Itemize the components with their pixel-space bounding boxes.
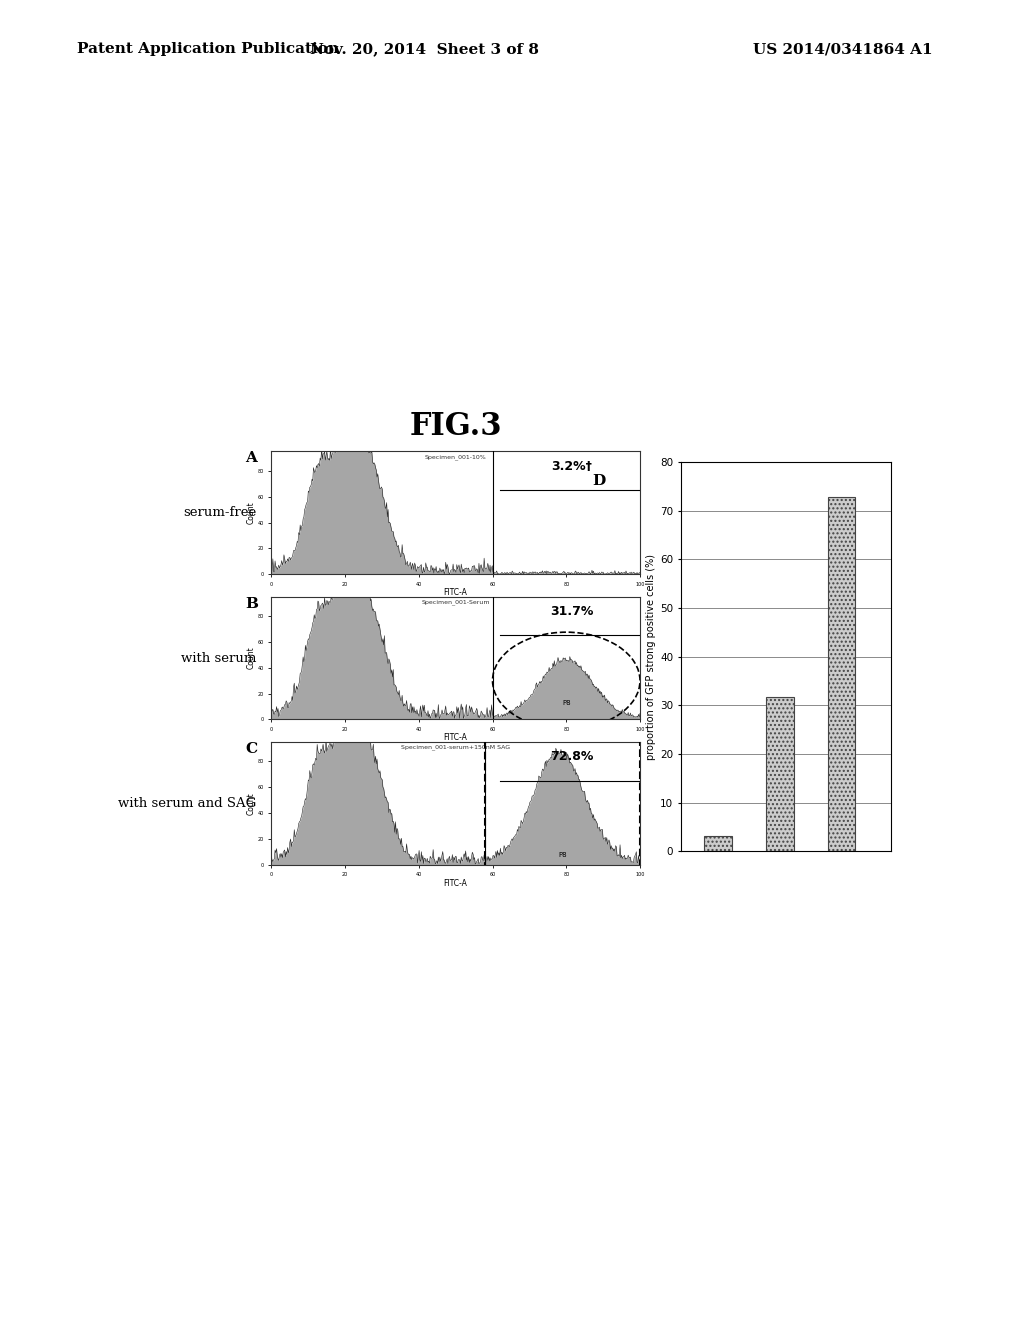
Text: Nov. 20, 2014  Sheet 3 of 8: Nov. 20, 2014 Sheet 3 of 8 (310, 42, 540, 57)
Y-axis label: Count: Count (247, 792, 256, 814)
Text: P8: P8 (562, 701, 570, 706)
Text: Patent Application Publication: Patent Application Publication (77, 42, 339, 57)
Text: with serum: with serum (180, 652, 256, 664)
Bar (766, 697, 794, 851)
Text: P8: P8 (558, 853, 567, 858)
Y-axis label: Count: Count (247, 502, 256, 524)
X-axis label: FITC-A: FITC-A (443, 734, 468, 742)
Bar (705, 836, 732, 851)
Y-axis label: proportion of GFP strong positive cells (%): proportion of GFP strong positive cells … (646, 553, 656, 760)
Text: Specimen_001-serum+150nM SAG: Specimen_001-serum+150nM SAG (401, 744, 510, 750)
Text: A: A (246, 451, 257, 466)
Bar (485, 738, 640, 867)
Text: 31.7%: 31.7% (550, 605, 594, 618)
Text: FIG.3: FIG.3 (410, 412, 502, 442)
Text: Specimen_001-Serum: Specimen_001-Serum (422, 599, 489, 605)
Text: B: B (246, 597, 258, 611)
X-axis label: FITC-A: FITC-A (443, 879, 468, 887)
Y-axis label: Count: Count (247, 647, 256, 669)
Text: US 2014/0341864 A1: US 2014/0341864 A1 (753, 42, 932, 57)
Text: C: C (246, 742, 258, 756)
Text: 72.8%: 72.8% (550, 750, 594, 763)
X-axis label: FITC-A: FITC-A (443, 589, 468, 597)
Text: 3.2%†: 3.2%† (551, 459, 592, 473)
Text: with serum and SAG: with serum and SAG (118, 797, 256, 809)
Text: Specimen_001-10%: Specimen_001-10% (425, 454, 486, 459)
Text: serum-free: serum-free (182, 507, 256, 519)
Text: D: D (593, 474, 606, 487)
Bar (827, 498, 855, 851)
